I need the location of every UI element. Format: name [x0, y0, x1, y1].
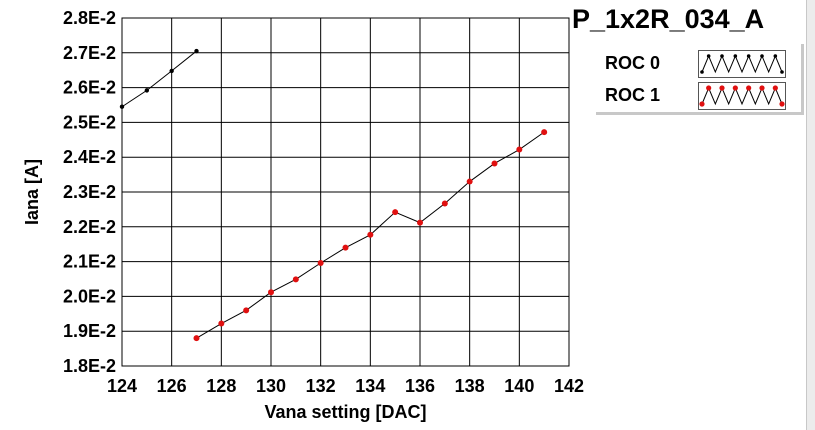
y-axis-title: Iana [A] [22, 159, 42, 225]
data-point [541, 129, 548, 136]
x-tick-label: 140 [504, 376, 534, 396]
swatch-marker [706, 54, 711, 58]
x-tick-label: 130 [256, 376, 286, 396]
series [119, 48, 548, 342]
x-tick-label: 126 [157, 376, 187, 396]
series-line [121, 50, 197, 108]
zigzag-swatch-icon [699, 85, 785, 107]
series-1 [193, 129, 548, 342]
data-point [218, 320, 225, 327]
data-point [169, 68, 174, 74]
legend-item-roc1: ROC 1 [596, 80, 796, 112]
swatch-marker [780, 70, 784, 74]
data-point [367, 231, 374, 238]
y-tick-label: 2.1E-2 [63, 252, 116, 272]
y-tick-label: 2.8E-2 [63, 8, 116, 28]
swatch-marker [719, 85, 725, 91]
legend: ROC 0 ROC 1 [596, 44, 804, 115]
swatch-marker [733, 54, 738, 58]
data-point [144, 88, 150, 93]
y-tick-label: 1.9E-2 [63, 321, 116, 341]
y-tick-label: 2.7E-2 [63, 43, 116, 63]
swatch-line [701, 86, 783, 106]
data-point [491, 160, 498, 167]
x-axis-title: Vana setting [DAC] [264, 402, 426, 422]
zigzag-swatch-icon [700, 54, 784, 74]
grid-lines [121, 17, 570, 367]
y-tick-label: 2.5E-2 [63, 112, 116, 132]
y-tick-label: 2.3E-2 [63, 182, 116, 202]
x-tick-label: 142 [554, 376, 584, 396]
swatch-marker [773, 54, 778, 58]
x-tick-label: 138 [455, 376, 485, 396]
plot-frame [121, 17, 570, 367]
swatch-marker [772, 85, 778, 91]
legend-swatch [698, 82, 786, 110]
data-point [243, 307, 250, 314]
swatch-marker [779, 101, 785, 107]
x-tick-label: 132 [306, 376, 336, 396]
series-0 [119, 48, 199, 109]
data-point [417, 219, 423, 226]
swatch-marker [706, 85, 712, 91]
x-tick-label: 134 [355, 376, 385, 396]
x-tick-label: 136 [405, 376, 435, 396]
tick-labels: 124 126 128 130 132 134 136 138 140 142 1.8E-2 1.9E… [63, 8, 584, 396]
y-tick-label: 2.0E-2 [63, 286, 116, 306]
x-tick-label: 124 [107, 376, 137, 396]
legend-label: ROC 1 [605, 85, 661, 105]
legend-swatch [698, 50, 786, 78]
legend-item-roc0: ROC 0 [596, 48, 796, 80]
swatch-marker [699, 101, 705, 107]
swatch-marker [760, 54, 764, 58]
data-point [119, 104, 125, 109]
legend-label: ROC 0 [605, 53, 661, 73]
swatch-marker [720, 54, 724, 58]
y-tick-label: 1.8E-2 [63, 356, 116, 376]
data-point [193, 335, 200, 342]
x-tick-label: 128 [206, 376, 236, 396]
swatch-marker [746, 54, 751, 58]
swatch-marker [759, 85, 765, 91]
swatch-marker [746, 85, 752, 91]
y-tick-label: 2.6E-2 [63, 78, 116, 98]
y-tick-label: 2.4E-2 [63, 147, 116, 167]
swatch-marker [700, 70, 704, 74]
data-point [317, 259, 324, 266]
data-point [292, 276, 299, 283]
swatch-line [701, 54, 783, 74]
plot-name: P_1x2R_034_A [572, 4, 765, 34]
data-point [268, 289, 274, 296]
y-tick-label: 2.2E-2 [63, 217, 116, 237]
data-point [516, 146, 523, 153]
data-point [194, 48, 199, 54]
data-point [392, 209, 399, 216]
window-edge [806, 0, 815, 430]
data-point [441, 200, 448, 207]
data-point [342, 244, 349, 251]
data-point [466, 178, 473, 185]
swatch-marker [732, 85, 738, 91]
